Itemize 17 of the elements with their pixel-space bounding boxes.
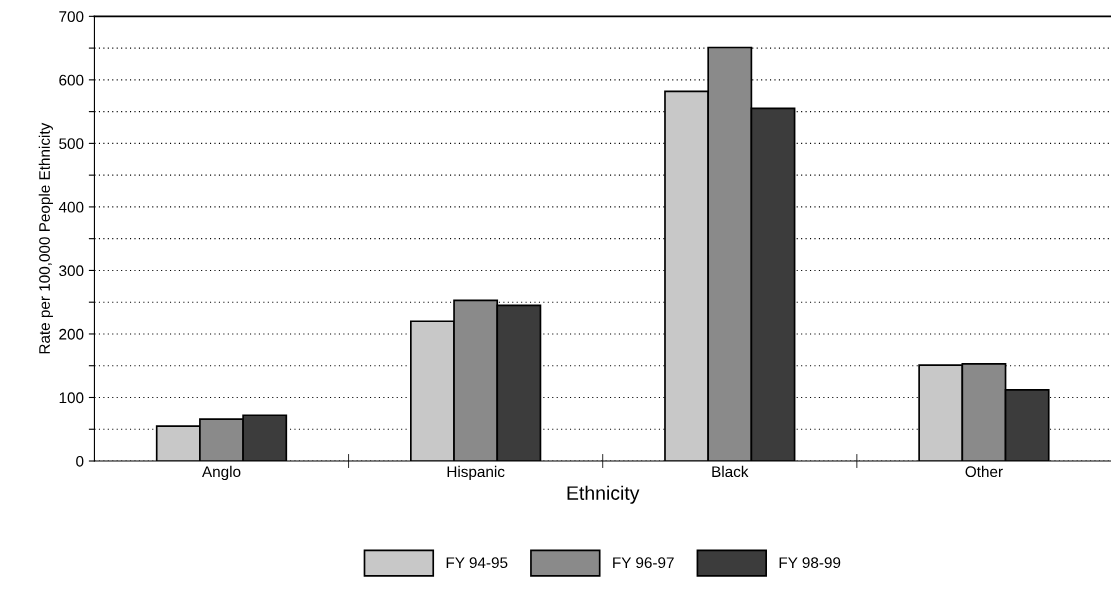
y-tick-label: 300 [59,265,84,277]
legend-label: FY 96-97 [613,557,674,569]
x-tick-label: Anglo [202,465,241,481]
y-tick-label: 700 [59,11,84,23]
x-tick-label: Other [965,465,1003,478]
x-tick-label: Hispanic [447,465,505,481]
legend-label: FY 98-99 [779,557,841,569]
y-tick-label: 600 [59,74,84,86]
x-axis-title: Ethnicity [567,485,640,504]
x-tick-label: Black [712,465,749,478]
y-axis-title: Rate per 100,000 People Ethnicity [38,122,53,354]
y-tick-label: 0 [76,455,84,467]
legend-label: FY 94-95 [446,557,508,569]
y-tick-label: 400 [58,201,84,213]
y-tick-label: 100 [59,392,84,404]
y-tick-label: 500 [59,138,84,150]
y-tick-label: 200 [59,328,84,340]
